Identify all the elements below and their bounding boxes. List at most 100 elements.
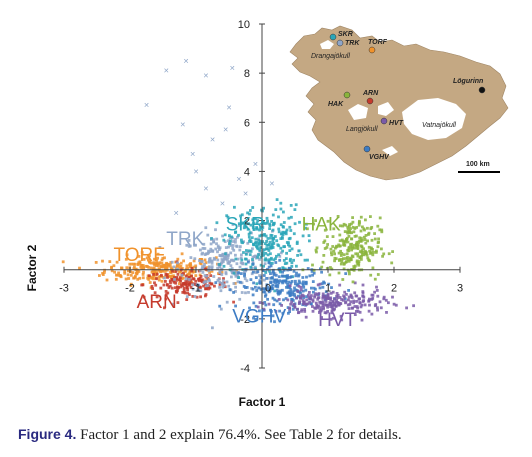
data-point <box>301 293 304 297</box>
data-point <box>258 234 262 238</box>
data-point <box>244 252 248 256</box>
data-point <box>323 247 327 250</box>
data-point <box>342 222 346 226</box>
data-point <box>255 244 259 247</box>
data-point <box>268 240 272 244</box>
data-point <box>162 265 166 269</box>
data-point <box>250 236 254 240</box>
data-point <box>289 204 293 207</box>
data-point <box>234 253 237 257</box>
data-point <box>221 285 225 289</box>
data-point <box>173 278 176 281</box>
data-point <box>256 305 260 309</box>
data-point <box>201 271 205 274</box>
data-point <box>336 293 340 297</box>
data-point <box>261 226 265 229</box>
data-point <box>289 229 293 232</box>
data-point <box>211 249 214 253</box>
data-point <box>242 226 246 230</box>
data-point <box>267 265 271 269</box>
y-axis-title: Factor 2 <box>25 244 39 291</box>
data-point <box>255 289 259 292</box>
data-point <box>133 265 136 269</box>
data-point <box>319 306 323 310</box>
data-point <box>293 286 296 290</box>
data-point <box>170 286 174 290</box>
outlier-point: ✕ <box>236 176 242 183</box>
data-point <box>247 235 251 239</box>
data-point <box>147 274 151 278</box>
data-point <box>108 260 112 263</box>
data-point <box>304 226 307 230</box>
data-point <box>337 251 341 255</box>
data-point <box>313 295 316 299</box>
data-point <box>136 263 140 266</box>
data-point <box>129 273 133 277</box>
data-point <box>297 310 301 314</box>
data-point <box>198 285 202 289</box>
caption-label: Figure 4. <box>18 426 77 442</box>
data-point <box>313 294 317 297</box>
factor-scatter-chart: ✕✕✕✕✕✕✕✕✕✕✕✕✕✕✕✕✕✕ -3 -2 -1 0 1 2 3-4-2246810 … <box>25 19 509 409</box>
data-point <box>267 302 271 306</box>
data-point <box>331 300 335 304</box>
data-point <box>248 306 251 310</box>
data-point <box>317 296 321 299</box>
data-point <box>208 279 211 283</box>
data-point <box>322 254 326 257</box>
data-point <box>174 270 178 273</box>
data-point <box>352 299 355 303</box>
data-point <box>346 225 350 229</box>
data-point <box>277 275 281 279</box>
data-point <box>323 239 327 243</box>
data-point <box>261 240 264 243</box>
data-point <box>223 240 227 243</box>
data-point <box>288 249 292 252</box>
data-point <box>255 282 259 286</box>
data-point <box>350 294 353 298</box>
data-point <box>258 281 262 285</box>
data-point <box>370 247 373 251</box>
data-point <box>303 302 307 306</box>
data-point <box>238 280 242 284</box>
data-point <box>212 240 215 244</box>
data-point <box>332 227 336 231</box>
data-point <box>263 301 267 304</box>
site-marker-vghv <box>363 145 371 153</box>
data-point <box>274 257 277 261</box>
data-point <box>188 272 191 276</box>
outlier-point: ✕ <box>252 162 258 169</box>
data-point <box>267 276 271 280</box>
data-point <box>137 255 141 258</box>
data-point <box>110 265 113 269</box>
data-point <box>198 259 201 262</box>
data-point <box>270 234 274 237</box>
data-point <box>255 226 258 229</box>
data-point <box>201 251 204 255</box>
data-point <box>352 265 356 268</box>
data-point <box>378 216 382 220</box>
data-point <box>370 226 374 229</box>
data-point <box>269 272 272 275</box>
data-point <box>315 250 318 254</box>
data-point <box>324 311 328 315</box>
data-point <box>246 260 250 264</box>
data-point <box>215 221 219 225</box>
data-point <box>194 279 198 283</box>
data-point <box>274 309 278 313</box>
data-point <box>276 283 280 287</box>
data-point <box>315 246 319 250</box>
data-point <box>269 281 272 284</box>
data-point <box>277 298 281 301</box>
data-point <box>272 280 276 284</box>
data-point <box>219 307 223 311</box>
data-point <box>251 262 255 266</box>
data-point <box>252 228 256 231</box>
data-point <box>234 240 237 244</box>
data-point <box>153 291 157 295</box>
data-point <box>324 290 328 294</box>
data-point <box>358 297 361 301</box>
data-point <box>271 314 275 318</box>
site-label-arn: ARN <box>362 90 379 97</box>
data-point <box>348 303 352 306</box>
